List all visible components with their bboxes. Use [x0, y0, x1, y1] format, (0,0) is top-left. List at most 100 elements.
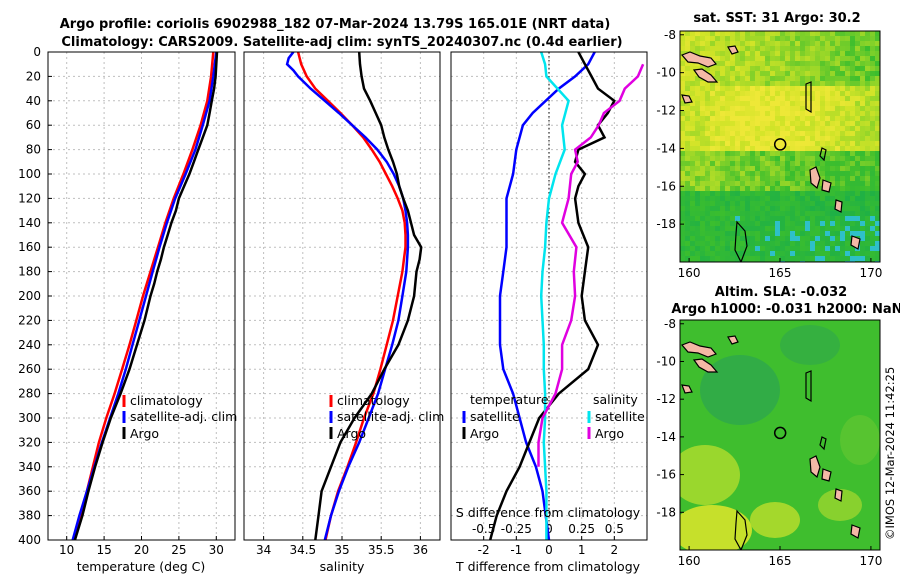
sst-cell — [755, 146, 760, 151]
sst-cell — [780, 106, 785, 111]
sst-cell — [705, 131, 710, 136]
sst-cell — [795, 226, 800, 231]
sst-cell — [720, 131, 725, 136]
sst-cell — [825, 131, 830, 136]
sst-cell — [700, 241, 705, 246]
sst-cell — [835, 31, 840, 36]
depth-tick-label: 40 — [26, 94, 41, 108]
sst-cell — [860, 111, 865, 116]
sst-cell — [690, 191, 695, 196]
sst-cell — [875, 91, 880, 96]
sst-cell — [745, 186, 750, 191]
sst-cell — [685, 91, 690, 96]
sst-cell — [725, 151, 730, 156]
sst-cell — [685, 86, 690, 91]
sst-cell — [745, 211, 750, 216]
sst-cell — [690, 251, 695, 256]
sst-cell — [730, 146, 735, 151]
sst-cell — [850, 226, 855, 231]
sst-cell — [780, 56, 785, 61]
sst-cell — [715, 216, 720, 221]
sst-cell — [730, 101, 735, 106]
sst-cell — [860, 246, 865, 251]
sst-cell — [760, 141, 765, 146]
sst-cell — [800, 121, 805, 126]
sst-cell — [685, 136, 690, 141]
sst-island-vanuatu-1 — [809, 166, 821, 190]
sst-cell — [840, 86, 845, 91]
sst-cell — [785, 236, 790, 241]
sst-cell — [680, 181, 685, 186]
sst-cell — [745, 151, 750, 156]
sst-cell — [785, 126, 790, 131]
sst-cell — [755, 226, 760, 231]
sst-cell — [860, 171, 865, 176]
sst-cell — [695, 31, 700, 36]
depth-tick-label: 160 — [18, 240, 41, 254]
sst-cell — [805, 166, 810, 171]
sst-cell — [700, 251, 705, 256]
sst-cell — [790, 131, 795, 136]
sst-cell — [820, 41, 825, 46]
sst-cell — [815, 161, 820, 166]
sst-cell — [750, 186, 755, 191]
sst-cell — [865, 226, 870, 231]
sst-cell — [695, 221, 700, 226]
sst-cell — [820, 246, 825, 251]
sla-island-small-1 — [681, 384, 693, 394]
sst-cell — [695, 66, 700, 71]
sst-cell — [805, 126, 810, 131]
sst-cell — [755, 51, 760, 56]
sst-cell — [785, 76, 790, 81]
sst-cell — [805, 61, 810, 66]
sst-cell — [695, 131, 700, 136]
sst-cell — [820, 171, 825, 176]
sst-cell — [770, 251, 775, 256]
sst-cell — [760, 151, 765, 156]
sst-cell — [775, 31, 780, 36]
map-lat-label: -8 — [664, 28, 676, 42]
sst-cell — [860, 116, 865, 121]
sst-cell — [795, 51, 800, 56]
sst-cell — [700, 51, 705, 56]
sst-cell — [725, 41, 730, 46]
sst-cell — [830, 161, 835, 166]
sst-cell — [785, 211, 790, 216]
sst-cell — [695, 36, 700, 41]
sst-cell — [805, 206, 810, 211]
sst-cell — [735, 251, 740, 256]
sst-cell — [710, 246, 715, 251]
sst-cell — [785, 61, 790, 66]
sst-cell — [715, 151, 720, 156]
sst-cell — [750, 126, 755, 131]
temperature-argo-line — [73, 52, 219, 540]
sst-cell — [715, 126, 720, 131]
sst-cell — [710, 191, 715, 196]
sst-cell — [680, 211, 685, 216]
sst-cell — [680, 251, 685, 256]
sst-cell — [755, 81, 760, 86]
sst-cell — [845, 226, 850, 231]
sst-cell — [805, 151, 810, 156]
sst-cell — [800, 76, 805, 81]
sst-cell — [800, 256, 805, 261]
sst-cell — [780, 246, 785, 251]
sst-cell — [825, 41, 830, 46]
sst-cell — [870, 151, 875, 156]
sst-cell — [835, 161, 840, 166]
sst-cell — [715, 186, 720, 191]
sst-cell — [735, 131, 740, 136]
sst-cell — [730, 181, 735, 186]
sst-cell — [730, 126, 735, 131]
sst-cell — [865, 136, 870, 141]
sst-cell — [865, 121, 870, 126]
sst-cell — [770, 256, 775, 261]
sst-cell — [845, 156, 850, 161]
sst-cell — [740, 66, 745, 71]
sst-cell — [785, 246, 790, 251]
sst-cell — [875, 256, 880, 261]
sst-cell — [870, 86, 875, 91]
map-lat-label: -18 — [656, 217, 676, 231]
sst-cell — [775, 71, 780, 76]
sst-cell — [765, 136, 770, 141]
